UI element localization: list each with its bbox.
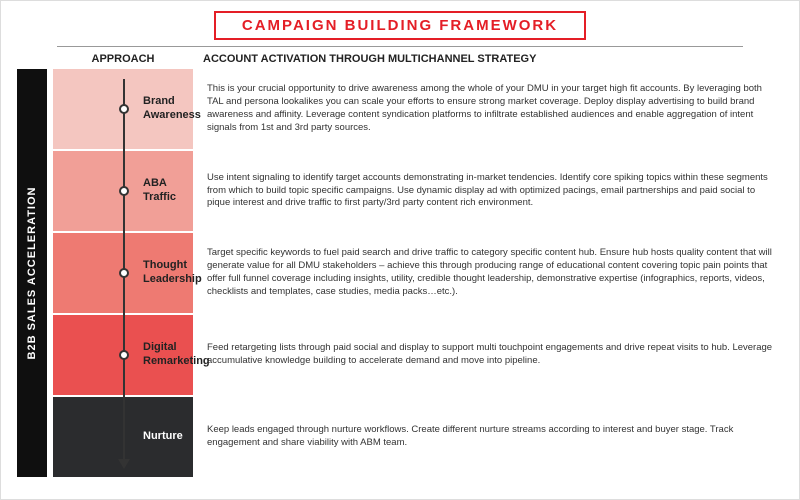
approach-label: ThoughtLeadership bbox=[143, 259, 202, 287]
timeline-dot-icon bbox=[119, 350, 129, 360]
approach-label: Nurture bbox=[143, 430, 183, 444]
approach-label: DigitalRemarketing bbox=[143, 341, 210, 369]
timeline-dot-icon bbox=[119, 268, 129, 278]
framework-container: CAMPAIGN BUILDING FRAMEWORK APPROACH ACC… bbox=[0, 0, 800, 500]
row-brand-awareness: BrandAwareness This is your crucial oppo… bbox=[53, 69, 783, 149]
rows-container: BrandAwareness This is your crucial oppo… bbox=[53, 69, 783, 477]
header-activation: ACCOUNT ACTIVATION THROUGH MULTICHANNEL … bbox=[193, 53, 783, 65]
description-text: Target specific keywords to fuel paid se… bbox=[207, 247, 775, 298]
row-nurture: Nurture Keep leads engaged through nurtu… bbox=[53, 397, 783, 477]
description-text: Use intent signaling to identify target … bbox=[207, 172, 775, 210]
description-cell: This is your crucial opportunity to driv… bbox=[193, 69, 783, 149]
description-cell: Use intent signaling to identify target … bbox=[193, 151, 783, 231]
description-cell: Target specific keywords to fuel paid se… bbox=[193, 233, 783, 313]
column-headers: APPROACH ACCOUNT ACTIVATION THROUGH MULT… bbox=[53, 53, 783, 65]
row-aba-traffic: ABATraffic Use intent signaling to ident… bbox=[53, 151, 783, 231]
row-digital-remarketing: DigitalRemarketing Feed retargeting list… bbox=[53, 315, 783, 395]
vertical-sidebar: B2B SALES ACCELERATION bbox=[17, 69, 47, 477]
title-banner: CAMPAIGN BUILDING FRAMEWORK bbox=[17, 11, 783, 40]
description-text: Feed retargeting lists through paid soci… bbox=[207, 342, 775, 368]
row-thought-leadership: ThoughtLeadership Target specific keywor… bbox=[53, 233, 783, 313]
description-cell: Keep leads engaged through nurture workf… bbox=[193, 397, 783, 477]
header-approach: APPROACH bbox=[53, 53, 193, 65]
description-cell: Feed retargeting lists through paid soci… bbox=[193, 315, 783, 395]
body-area: B2B SALES ACCELERATION BrandAwareness Th… bbox=[17, 69, 783, 477]
timeline-dot-icon bbox=[119, 186, 129, 196]
description-text: Keep leads engaged through nurture workf… bbox=[207, 424, 775, 450]
timeline-dot-icon bbox=[119, 104, 129, 114]
divider bbox=[57, 46, 743, 47]
sidebar-label: B2B SALES ACCELERATION bbox=[26, 187, 38, 360]
description-text: This is your crucial opportunity to driv… bbox=[207, 83, 775, 134]
page-title: CAMPAIGN BUILDING FRAMEWORK bbox=[214, 11, 586, 40]
approach-label: ABATraffic bbox=[143, 177, 176, 205]
approach-label: BrandAwareness bbox=[143, 95, 201, 123]
